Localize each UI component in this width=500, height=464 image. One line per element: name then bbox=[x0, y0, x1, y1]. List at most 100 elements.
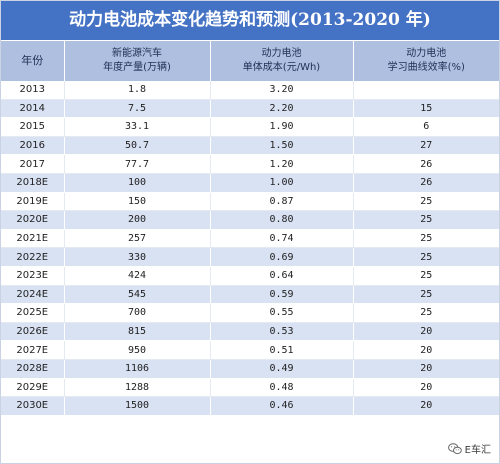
cell-ev-output: 100 bbox=[63, 173, 210, 193]
table-row: 2016 50.7 1.50 27 bbox=[1, 136, 499, 156]
cell-cost: 1.90 bbox=[209, 117, 353, 137]
battery-cost-table: 年份 新能源汽车 年度产量(万辆) 动力电池 单体成本(元/Wh) 动力电池 学习曲线… bbox=[1, 41, 499, 416]
cell-year: 2022E bbox=[1, 247, 64, 267]
table-row: 2029E 1288 0.48 20 bbox=[1, 378, 499, 398]
cell-ev-output: 545 bbox=[63, 285, 210, 305]
cell-year: 2016 bbox=[1, 136, 64, 156]
cell-ev-output: 424 bbox=[63, 266, 210, 286]
cell-learning: 25 bbox=[352, 285, 499, 305]
cell-learning: 27 bbox=[352, 136, 499, 156]
cell-ev-output: 1106 bbox=[63, 359, 210, 379]
cell-cost: 0.80 bbox=[209, 210, 353, 230]
table-row: 2022E 330 0.69 25 bbox=[1, 247, 499, 267]
cell-ev-output: 150 bbox=[63, 192, 210, 212]
cell-learning: 25 bbox=[352, 266, 499, 286]
table-row: 2026E 815 0.53 20 bbox=[1, 322, 499, 342]
cell-year: 2018E bbox=[1, 173, 64, 193]
cell-ev-output: 7.5 bbox=[63, 99, 210, 119]
cell-ev-output: 700 bbox=[63, 303, 210, 323]
table-row: 2023E 424 0.64 25 bbox=[1, 266, 499, 286]
cell-ev-output: 330 bbox=[63, 247, 210, 267]
cell-year: 2026E bbox=[1, 322, 64, 342]
cell-cost: 1.50 bbox=[209, 136, 353, 156]
cell-year: 2030E bbox=[1, 396, 64, 416]
cell-year: 2015 bbox=[1, 117, 64, 137]
cell-cost: 0.74 bbox=[209, 229, 353, 249]
watermark: E车汇 bbox=[445, 441, 493, 456]
cell-learning bbox=[352, 81, 499, 100]
cell-ev-output: 950 bbox=[63, 340, 210, 360]
cell-learning: 25 bbox=[352, 303, 499, 323]
cell-cost: 0.59 bbox=[209, 285, 353, 305]
header-row: 年份 新能源汽车 年度产量(万辆) 动力电池 单体成本(元/Wh) 动力电池 学习曲线… bbox=[1, 41, 499, 81]
table-row: 2027E 950 0.51 20 bbox=[1, 340, 499, 360]
watermark-text: E车汇 bbox=[464, 445, 491, 456]
table-body: 2013 1.8 3.20 2014 7.5 2.20 15 2015 33.1 1.90 6 201… bbox=[1, 81, 499, 416]
cell-year: 2021E bbox=[1, 229, 64, 249]
cell-ev-output: 200 bbox=[63, 210, 210, 230]
cell-ev-output: 815 bbox=[63, 322, 210, 342]
table-row: 2018E 100 1.00 26 bbox=[1, 173, 499, 193]
cell-cost: 1.20 bbox=[209, 154, 353, 174]
cell-ev-output: 50.7 bbox=[63, 136, 210, 156]
cell-learning: 20 bbox=[352, 359, 499, 379]
cell-cost: 0.51 bbox=[209, 340, 353, 360]
table-row: 2019E 150 0.87 25 bbox=[1, 192, 499, 212]
cell-ev-output: 33.1 bbox=[63, 117, 210, 137]
table-row: 2014 7.5 2.20 15 bbox=[1, 99, 499, 119]
cell-year: 2029E bbox=[1, 378, 64, 398]
table-row: 2017 77.7 1.20 26 bbox=[1, 154, 499, 174]
table-row: 2025E 700 0.55 25 bbox=[1, 303, 499, 323]
table-row: 2020E 200 0.80 25 bbox=[1, 210, 499, 230]
cell-ev-output: 1.8 bbox=[63, 81, 210, 100]
cell-learning: 25 bbox=[352, 247, 499, 267]
cell-learning: 20 bbox=[352, 322, 499, 342]
cell-year: 2020E bbox=[1, 210, 64, 230]
cell-cost: 0.55 bbox=[209, 303, 353, 323]
cell-cost: 1.00 bbox=[209, 173, 353, 193]
cell-ev-output: 1500 bbox=[63, 396, 210, 416]
cell-year: 2013 bbox=[1, 81, 64, 100]
cell-cost: 2.20 bbox=[209, 99, 353, 119]
cell-learning: 15 bbox=[352, 99, 499, 119]
table-row: 2021E 257 0.74 25 bbox=[1, 229, 499, 249]
cell-cost: 0.64 bbox=[209, 266, 353, 286]
cell-cost: 3.20 bbox=[209, 81, 353, 100]
cell-learning: 20 bbox=[352, 396, 499, 416]
table-row: 2013 1.8 3.20 bbox=[1, 81, 499, 100]
cell-learning: 26 bbox=[352, 173, 499, 193]
cell-cost: 0.69 bbox=[209, 247, 353, 267]
cell-year: 2024E bbox=[1, 285, 64, 305]
header-cell-cost: 动力电池 单体成本(元/Wh) bbox=[209, 41, 353, 81]
cell-year: 2014 bbox=[1, 99, 64, 119]
cell-learning: 26 bbox=[352, 154, 499, 174]
cell-learning: 20 bbox=[352, 340, 499, 360]
header-ev-output: 新能源汽车 年度产量(万辆) bbox=[63, 41, 210, 81]
table-row: 2028E 1106 0.49 20 bbox=[1, 359, 499, 379]
cell-year: 2025E bbox=[1, 303, 64, 323]
wechat-icon bbox=[447, 442, 462, 454]
header-learning-curve: 动力电池 学习曲线效率(%) bbox=[352, 41, 499, 81]
cell-learning: 20 bbox=[352, 378, 499, 398]
cell-learning: 25 bbox=[352, 192, 499, 212]
cell-cost: 0.46 bbox=[209, 396, 353, 416]
table-title: 动力电池成本变化趋势和预测(2013-2020 年) bbox=[1, 1, 499, 40]
table-row: 2030E 1500 0.46 20 bbox=[1, 396, 499, 416]
header-year: 年份 bbox=[1, 41, 64, 81]
cell-year: 2023E bbox=[1, 266, 64, 286]
cell-learning: 6 bbox=[352, 117, 499, 137]
cell-cost: 0.48 bbox=[209, 378, 353, 398]
cell-cost: 0.49 bbox=[209, 359, 353, 379]
cell-year: 2019E bbox=[1, 192, 64, 212]
cell-cost: 0.87 bbox=[209, 192, 353, 212]
cell-learning: 25 bbox=[352, 229, 499, 249]
cell-cost: 0.53 bbox=[209, 322, 353, 342]
table-row: 2015 33.1 1.90 6 bbox=[1, 117, 499, 137]
cell-learning: 25 bbox=[352, 210, 499, 230]
cell-year: 2017 bbox=[1, 154, 64, 174]
cell-ev-output: 257 bbox=[63, 229, 210, 249]
cell-year: 2027E bbox=[1, 340, 64, 360]
cell-ev-output: 77.7 bbox=[63, 154, 210, 174]
cell-ev-output: 1288 bbox=[63, 378, 210, 398]
